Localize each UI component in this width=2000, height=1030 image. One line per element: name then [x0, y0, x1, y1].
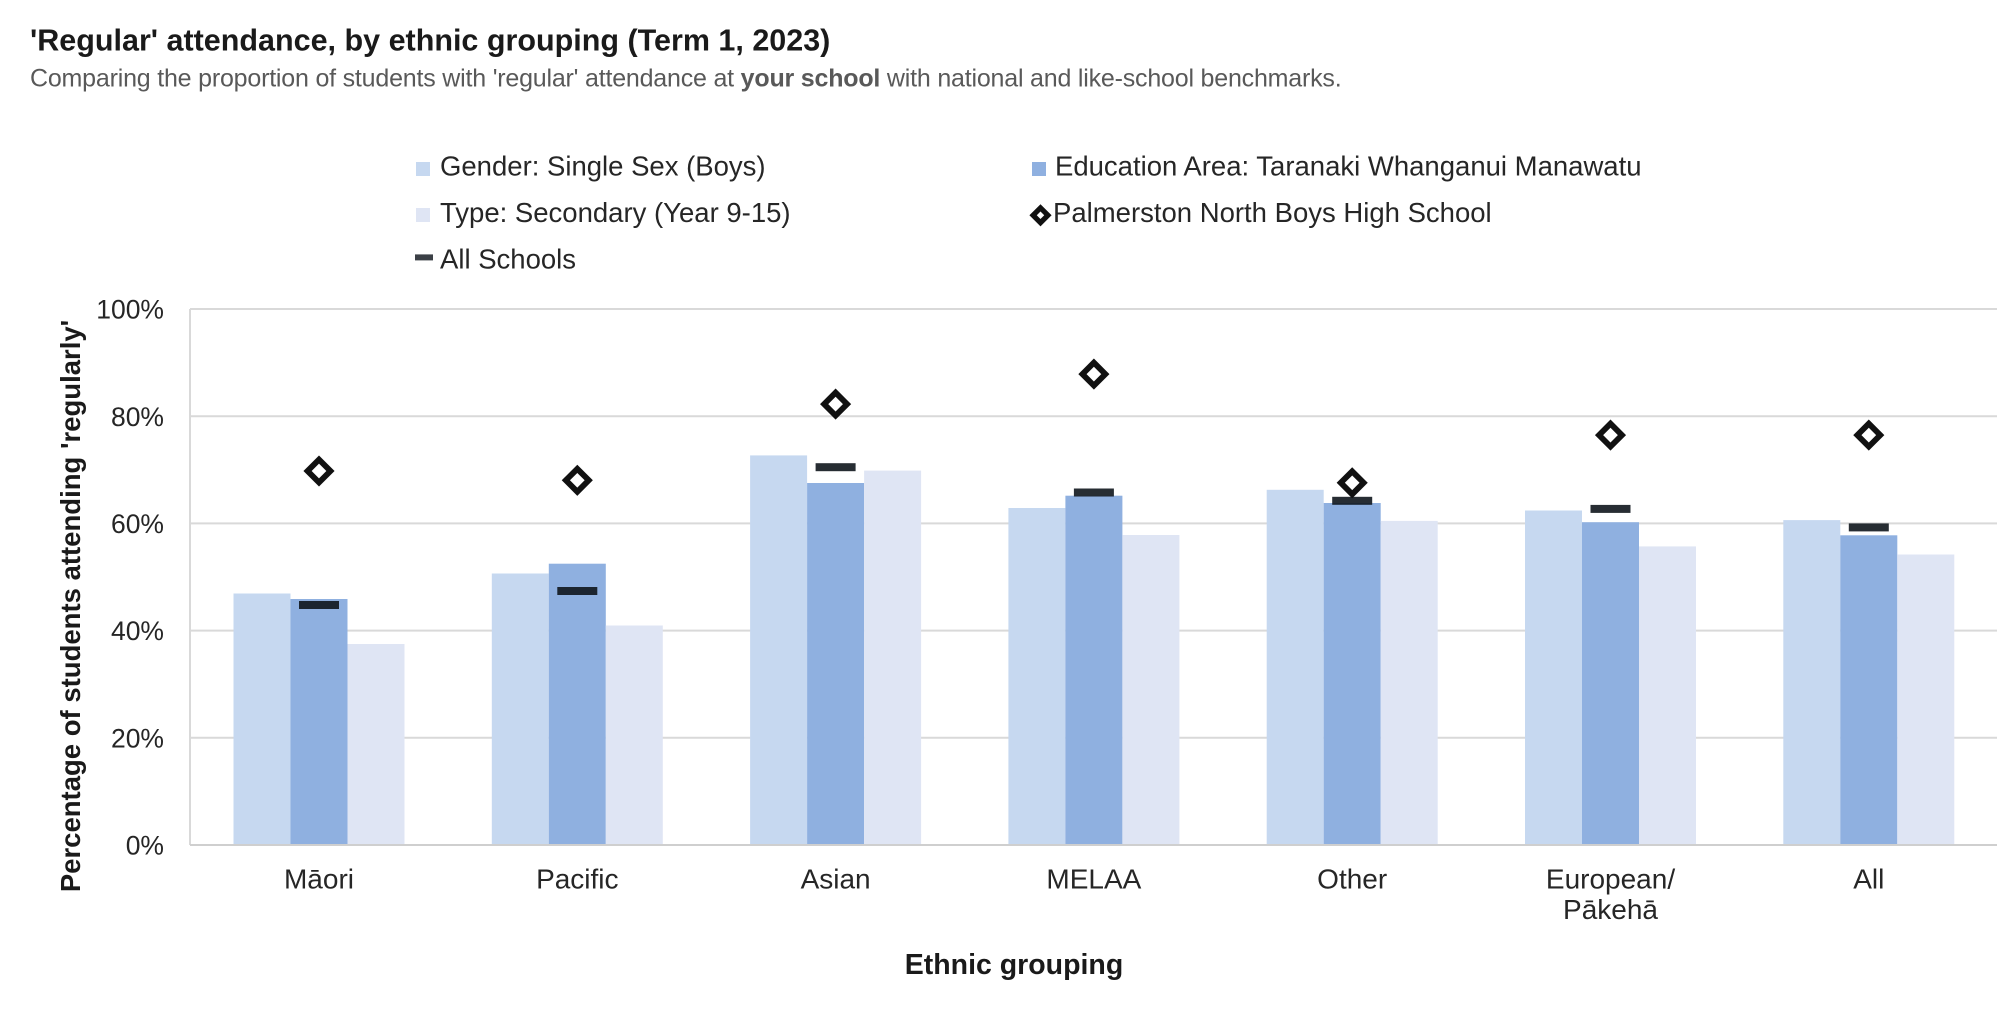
- svg-text:Māori: Māori: [284, 864, 354, 895]
- svg-text:80%: 80%: [111, 402, 164, 432]
- svg-text:All: All: [1853, 864, 1884, 895]
- svg-text:20%: 20%: [111, 723, 164, 753]
- svg-text:100%: 100%: [96, 295, 164, 325]
- svg-text:Ethnic grouping: Ethnic grouping: [905, 949, 1123, 981]
- svg-text:60%: 60%: [111, 509, 164, 539]
- svg-text:Type: Secondary (Year 9-15): Type: Secondary (Year 9-15): [440, 197, 791, 228]
- svg-text:Asian: Asian: [801, 864, 871, 895]
- svg-text:Palmerston North Boys High Sch: Palmerston North Boys High School: [1053, 197, 1492, 228]
- svg-text:'Regular' attendance, by ethni: 'Regular' attendance, by ethnic grouping…: [30, 23, 830, 57]
- svg-text:Percentage of students attendi: Percentage of students attending 'regula…: [55, 320, 86, 892]
- svg-text:Pacific: Pacific: [536, 864, 618, 895]
- svg-text:Pākehā: Pākehā: [1563, 894, 1658, 925]
- svg-text:All Schools: All Schools: [440, 243, 576, 274]
- svg-text:MELAA: MELAA: [1046, 864, 1141, 895]
- svg-text:Education Area: Taranaki Whang: Education Area: Taranaki Whanganui Manaw…: [1055, 151, 1642, 182]
- svg-text:Gender: Single Sex (Boys): Gender: Single Sex (Boys): [440, 151, 766, 182]
- svg-text:Comparing the proportion of st: Comparing the proportion of students wit…: [30, 65, 1341, 93]
- svg-text:European/: European/: [1546, 864, 1675, 895]
- svg-text:0%: 0%: [126, 831, 164, 861]
- svg-text:40%: 40%: [111, 616, 164, 646]
- svg-text:Other: Other: [1317, 864, 1387, 895]
